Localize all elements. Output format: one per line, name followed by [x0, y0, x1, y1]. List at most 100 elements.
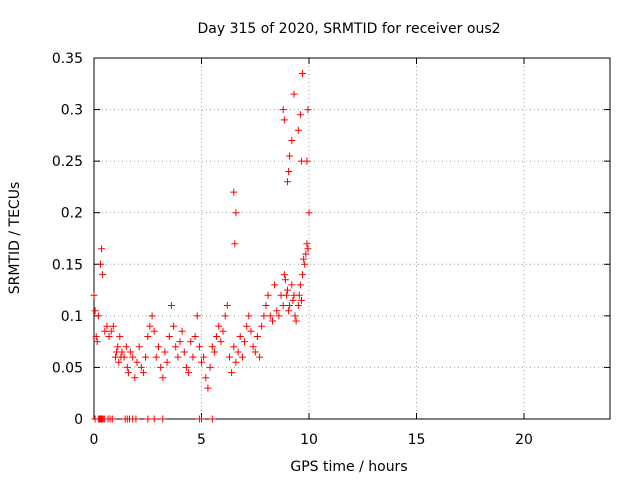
- y-tick-label: 0.2: [61, 206, 83, 222]
- data-point: [118, 348, 126, 356]
- data-point: [150, 327, 158, 335]
- data-point: [223, 302, 231, 309]
- data-point: [285, 307, 293, 315]
- data-point: [120, 353, 128, 361]
- data-point: [302, 250, 310, 258]
- grid: [94, 58, 610, 419]
- data-point: [269, 317, 276, 325]
- data-point: [304, 106, 312, 114]
- data-point: [292, 317, 300, 325]
- data-point: [280, 116, 288, 124]
- data-point: [304, 245, 312, 253]
- data-point: [228, 369, 236, 377]
- x-tick-label: 0: [90, 432, 99, 448]
- data-point: [109, 322, 117, 330]
- data-point: [206, 363, 214, 371]
- data-point: [238, 353, 246, 361]
- data-point: [202, 374, 210, 382]
- data-point: [275, 312, 283, 320]
- y-tick-label: 0: [74, 412, 83, 428]
- data-point: [219, 327, 227, 335]
- data-point: [295, 291, 303, 299]
- data-point: [273, 307, 281, 315]
- data-point: [105, 333, 113, 340]
- data-point: [185, 369, 193, 377]
- data-point: [294, 302, 302, 309]
- x-tick-label: 10: [300, 432, 318, 448]
- data-point: [170, 322, 178, 330]
- data-point: [280, 271, 288, 279]
- data-point: [92, 333, 100, 340]
- data-point: [172, 343, 180, 351]
- data-point: [301, 260, 309, 268]
- x-axis-label: GPS time / hours: [290, 459, 407, 475]
- data-point: [241, 338, 248, 346]
- data-point: [191, 333, 199, 340]
- data-point: [300, 255, 308, 263]
- data-point: [103, 322, 111, 330]
- data-point: [174, 353, 182, 361]
- data-point: [161, 348, 169, 356]
- x-tick-label: 15: [408, 432, 426, 448]
- data-point: [189, 353, 197, 361]
- data-point: [245, 312, 253, 320]
- data-point: [249, 343, 257, 351]
- data-point: [98, 245, 105, 253]
- data-point: [226, 353, 233, 361]
- data-point: [123, 363, 131, 371]
- data-point: [291, 312, 299, 320]
- data-point: [236, 333, 244, 340]
- data-point: [152, 353, 160, 361]
- data-point: [108, 415, 116, 423]
- data-point: [139, 369, 147, 377]
- data-point: [232, 358, 240, 366]
- data-point: [262, 302, 270, 309]
- data-points: [90, 70, 313, 423]
- data-point: [208, 343, 216, 351]
- data-point: [208, 415, 216, 423]
- data-point: [232, 209, 240, 217]
- data-point: [198, 358, 205, 366]
- data-point: [115, 358, 123, 366]
- data-point: [296, 111, 304, 119]
- data-point: [298, 296, 305, 304]
- data-point: [132, 415, 140, 423]
- data-point: [215, 322, 223, 330]
- data-point: [178, 327, 186, 335]
- data-point: [247, 327, 255, 335]
- data-point: [165, 333, 173, 340]
- data-point: [251, 348, 259, 356]
- data-point: [131, 374, 139, 382]
- data-point: [221, 312, 229, 320]
- data-point: [253, 333, 261, 340]
- data-point: [282, 291, 290, 299]
- data-point: [279, 302, 287, 309]
- data-point: [210, 348, 218, 356]
- data-point: [176, 338, 184, 346]
- data-point: [231, 240, 239, 248]
- data-point: [99, 271, 107, 279]
- data-point: [142, 353, 150, 361]
- data-point: [290, 90, 298, 98]
- y-tick-label: 0.1: [61, 309, 83, 325]
- data-point: [198, 415, 205, 423]
- data-point: [148, 312, 156, 320]
- y-tick-label: 0.3: [61, 103, 83, 119]
- data-point: [159, 374, 167, 382]
- chart-title: Day 315 of 2020, SRMTID for receiver ous…: [197, 21, 500, 37]
- data-point: [116, 333, 124, 340]
- data-point: [285, 168, 293, 175]
- data-point: [114, 343, 122, 351]
- data-point: [213, 333, 221, 340]
- data-point: [234, 348, 242, 356]
- data-point: [294, 126, 302, 134]
- data-point: [187, 338, 195, 346]
- data-point: [144, 415, 152, 423]
- data-point: [288, 137, 296, 144]
- data-point: [296, 281, 304, 289]
- data-point: [129, 353, 137, 361]
- data-point: [200, 353, 208, 361]
- data-point: [97, 260, 104, 268]
- data-point: [124, 369, 132, 377]
